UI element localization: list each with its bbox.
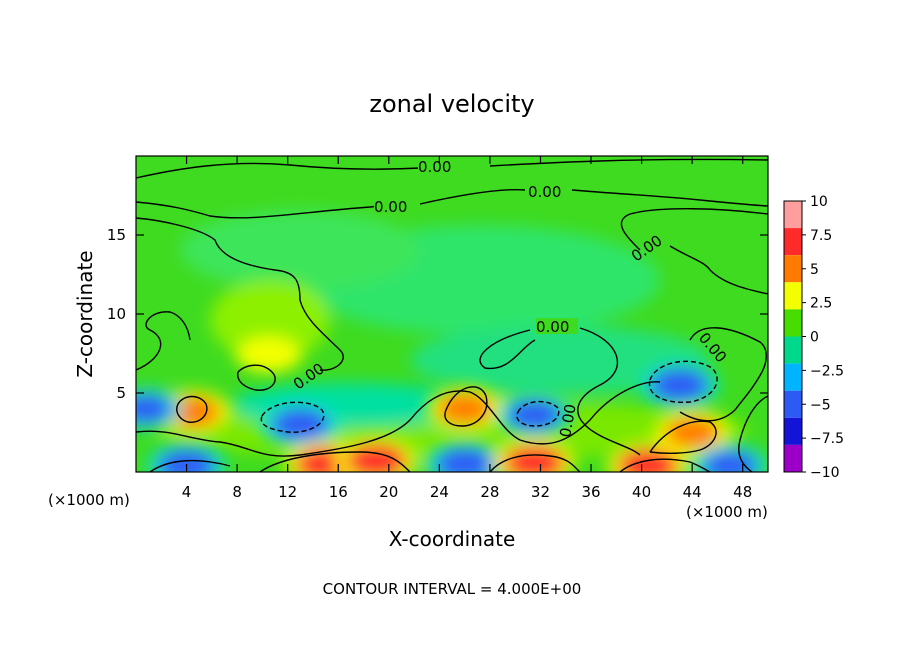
colorbar-swatch [784,309,802,337]
field-mid-band [410,325,710,395]
feature-mark [245,340,292,367]
y-tick-label: 5 [116,384,126,402]
colorbar-tick-label: 7.5 [810,228,832,244]
x-tick-label: 32 [531,483,550,501]
colorbar-swatch [784,417,802,445]
contour-left-long [136,217,344,371]
x-tick-label: 4 [182,483,192,501]
y-tick-label: 15 [107,226,126,244]
contour-small-loop-1 [176,395,208,423]
colorbar-tick-label: −7.5 [810,431,844,447]
x-tick-label: 36 [581,483,600,501]
contour-bottom-wave [149,451,711,472]
feature-mark [702,450,758,472]
contour-dashed-ring-1 [260,401,325,433]
contour-small-loop-2 [444,386,488,427]
feature-mark [136,394,173,424]
contour-label: 0.00 [418,158,451,176]
x-tick-label: 28 [480,483,499,501]
contour-upper-right-wave [679,327,767,422]
x-unit-right: (×1000 m) [686,503,768,521]
chart-title: zonal velocity [369,90,534,118]
contour-label: 0.00 [528,183,561,201]
x-axis-title: X-coordinate [389,527,516,551]
contour-right-edge [738,395,768,472]
colorbar-swatch [784,444,802,472]
contour-mid-right [479,327,641,456]
contour-label-backgrounds [374,158,578,334]
plot-area [136,156,768,472]
contour-low-right [649,420,717,455]
feature-mark [650,368,709,402]
colorbar-tick-label: −10 [810,465,840,481]
x-tick-label: 8 [232,483,242,501]
contour-label-bg-1 [418,158,460,174]
x-tick-label: 12 [278,483,297,501]
contour-label: 0.00 [374,198,407,216]
colorbar-swatch [784,282,802,310]
feature-mark [506,399,562,431]
feature-blobs [136,334,768,472]
colorbar: 10 7.5 5 2.5 0 −2.5 −5 −7.5 −10 [783,194,844,481]
contour-mid-island [237,364,276,391]
y-axis-title: Z-coordinate [73,250,97,377]
field-upper-mid [180,210,420,290]
x-tick-label: 40 [632,483,651,501]
x-unit-left: (×1000 m) [48,491,130,509]
contour-label: 0.00 [556,403,580,439]
contour-labels: 0.00 0.00 0.00 0.00 0.00 0.00 0.00 0.00 [290,158,730,439]
contour-label: 0.00 [536,318,569,336]
feature-mark [345,443,407,472]
colorbar-swatch [784,228,802,256]
x-axis: 4 8 12 16 20 24 28 32 36 40 44 48 [182,156,752,501]
x-tick-label: 48 [733,483,752,501]
y-axis: 5 10 15 [107,226,768,402]
contour-interval-note: CONTOUR INTERVAL = 4.000E+00 [323,580,582,598]
colorbar-swatch [784,201,802,229]
contour-low-wave [136,381,661,457]
colorbar-swatch [784,255,802,283]
colorbar-swatch [784,363,802,391]
x-tick-label: 44 [683,483,702,501]
colorbar-swatch [784,390,802,418]
colorbar-tick-label: 2.5 [810,296,832,312]
y-tick-label: 10 [107,305,126,323]
colorbar-tick-label: −2.5 [810,363,844,379]
contour-dashed-ring-2 [516,401,560,427]
contour-right-upper [621,208,768,295]
x-tick-label: 20 [379,483,398,501]
feature-mark [271,408,330,441]
contour-label-bg-4 [536,318,578,334]
feature-mark [437,393,493,425]
feature-mark [664,417,720,448]
contour-lines [136,158,768,472]
contour-dashed-ring-3 [648,360,718,403]
colorbar-tick-label: −5 [810,397,831,413]
velocity-features [136,334,768,472]
feature-mark [435,447,494,472]
contour-top-zero [136,158,768,179]
contour-mid-left [136,311,191,371]
colorbar-tick-label: 0 [810,330,819,346]
colorbar-swatch [784,336,802,364]
contour-label-bg-3 [374,197,416,213]
x-tick-label: 24 [430,483,449,501]
contour-label-bg-2 [528,183,570,199]
colorbar-tick-label: 5 [810,262,819,278]
colorbar-tick-label: 10 [810,194,828,210]
x-tick-label: 16 [329,483,348,501]
feature-mark [503,445,565,472]
contour-upper-zero [136,188,768,219]
